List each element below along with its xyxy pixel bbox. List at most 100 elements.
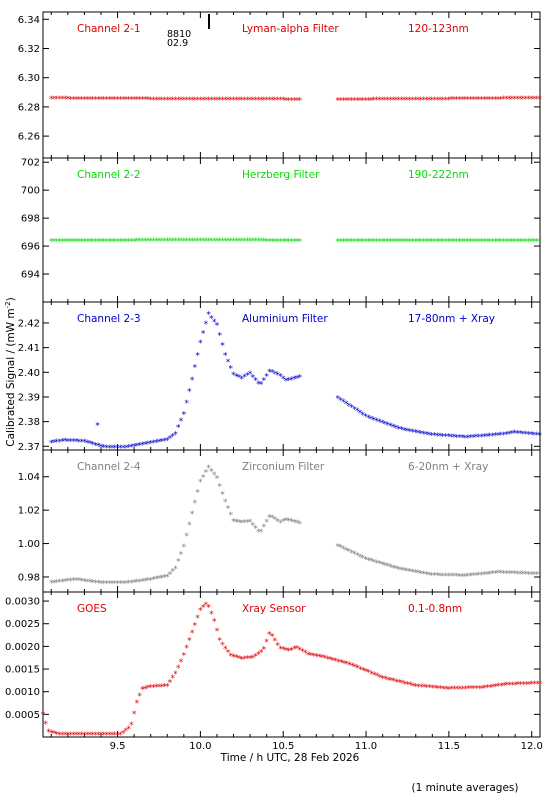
data-point: * [193,237,198,247]
data-point: * [90,731,95,741]
data-point: * [187,637,192,647]
data-point: * [507,430,512,440]
data-point: * [526,430,531,440]
data-point: * [240,375,245,385]
data-point: * [132,96,137,106]
y-tick-label: 1.04 [18,472,40,483]
data-point: * [427,431,432,441]
data-point: * [82,237,87,247]
data-point: * [407,237,412,247]
data-point: * [435,432,440,442]
data-point: * [52,439,57,449]
data-point: * [281,375,286,385]
data-point: * [449,685,454,695]
data-point: * [405,96,410,106]
data-point: * [281,237,286,247]
data-point: * [220,96,225,106]
data-point: * [298,237,303,247]
data-point: * [96,579,101,589]
data-point: * [270,96,275,106]
data-point: * [396,566,401,576]
data-point: * [107,95,112,105]
data-point: * [352,550,357,560]
data-point: * [135,442,140,452]
data-point: * [209,237,214,247]
data-point: * [79,577,84,587]
data-point: * [493,432,498,442]
data-point: * [474,685,479,695]
data-point: * [159,683,164,693]
data-point: * [55,438,60,448]
data-point: * [349,237,354,247]
data-point: * [347,402,352,412]
data-point: * [99,731,104,741]
panel-frame [42,591,541,738]
data-point: * [195,351,200,361]
data-point: * [496,569,501,579]
data-point: * [223,96,228,106]
data-point: * [465,237,470,247]
panel-band-label: 6-20nm + Xray [408,461,488,473]
data-point: * [529,95,534,105]
data-point: * [523,95,528,105]
data-point: * [212,96,217,106]
data-point: * [364,668,369,678]
data-point: * [135,699,140,709]
data-point: * [507,570,512,580]
data-point: * [284,237,289,247]
data-point: * [101,95,106,105]
data-point: * [338,237,343,247]
data-point: * [394,424,399,434]
data-point: * [68,237,73,247]
data-point: * [518,570,523,580]
data-point: * [286,647,291,657]
x-tick-label: 10.0 [189,741,211,752]
data-point: * [360,411,365,421]
data-point: * [355,237,360,247]
data-point: * [262,96,267,106]
data-point: * [490,95,495,105]
data-point: * [529,431,534,441]
data-point: * [284,517,289,527]
data-point: * [360,554,365,564]
data-point: * [107,237,112,247]
data-point: * [198,237,203,247]
data-point: * [264,237,269,247]
data-point: * [487,432,492,442]
data-point: * [468,237,473,247]
data-point: * [253,377,258,387]
panel-band-label: 190-222nm [408,169,469,181]
data-point: * [341,237,346,247]
data-point: * [68,731,73,741]
data-point: * [309,651,314,661]
data-point: * [338,396,343,406]
data-point: * [507,237,512,247]
data-point: * [270,514,275,524]
data-point: * [209,467,214,477]
averages-footnote: (1 minute averages) [411,782,518,794]
data-point: * [99,580,104,590]
chart-panels: 6.26 6.28 6.30 6.32 6.34 Channel 2-1 Lyman-alp… [5,11,543,752]
data-point: * [256,96,261,106]
data-point: * [463,434,468,444]
data-point: * [124,727,129,737]
data-point: * [57,438,62,448]
data-point: * [410,96,415,106]
data-point: * [66,577,71,587]
data-point: * [226,237,231,247]
data-point: * [115,580,120,590]
data-point: * [413,569,418,579]
data-point: * [349,549,354,559]
data-point: * [532,237,537,247]
data-point: * [95,422,100,432]
data-point: * [234,372,239,382]
data-point: * [146,96,151,106]
data-point: * [424,571,429,581]
data-point: * [55,730,60,740]
data-point: * [396,425,401,435]
data-point: * [344,96,349,106]
data-point: * [512,237,517,247]
data-point: * [187,388,192,398]
data-point: * [206,464,211,474]
data-point: * [438,96,443,106]
